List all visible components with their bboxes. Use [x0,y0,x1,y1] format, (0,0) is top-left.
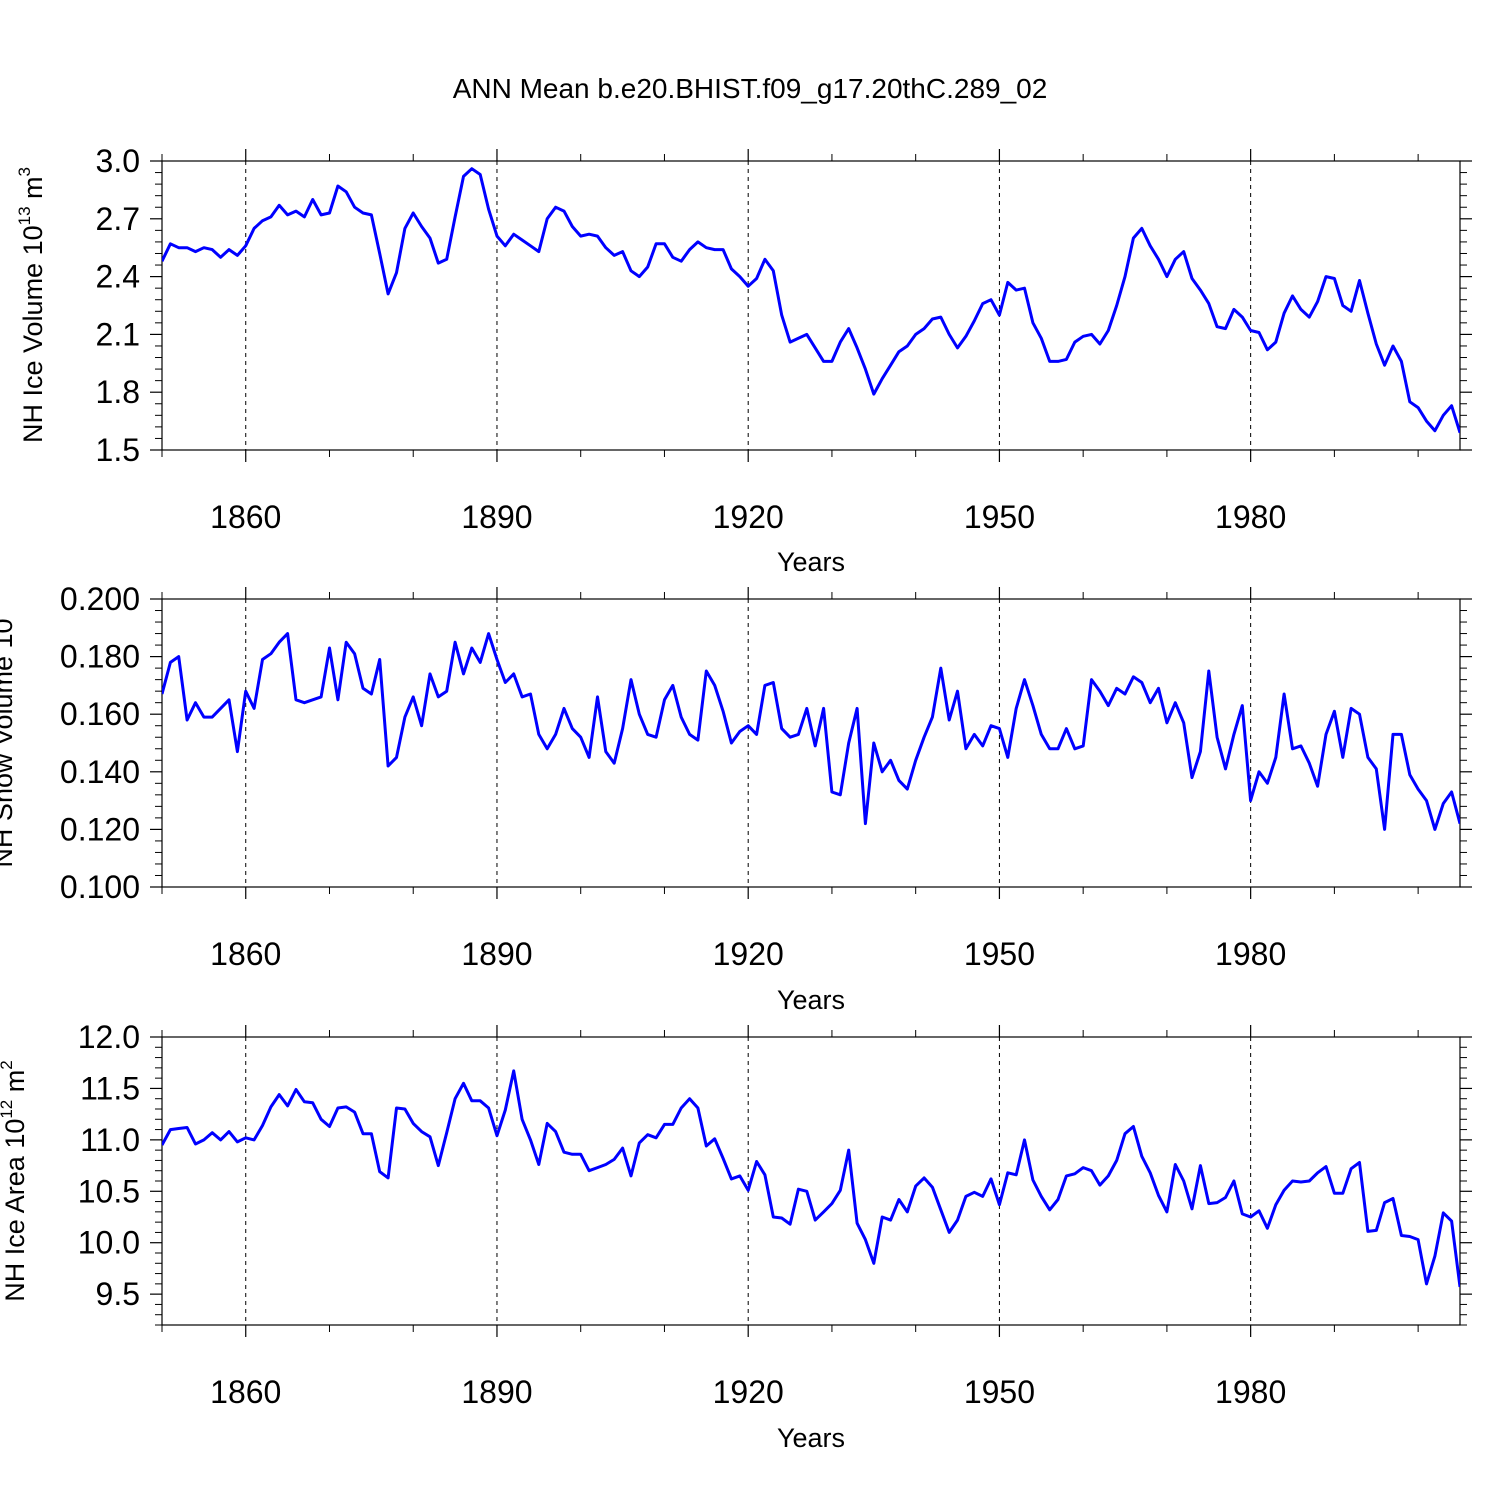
figure-title: ANN Mean b.e20.BHIST.f09_g17.20thC.289_0… [453,73,1048,104]
x-tick-label: 1890 [461,936,532,972]
y-axis-label: NH Ice Volume 1013 m3 [15,167,48,443]
x-tick-label: 1980 [1215,499,1286,535]
y-tick-label: 10.0 [78,1225,140,1261]
x-tick-label: 1860 [210,1374,281,1410]
y-axis-label: NH Snow Volume 10 [0,618,18,867]
y-axis-label-unit-exponent: 3 [15,167,34,176]
plot-frame [161,598,1461,888]
y-tick-label: 2.1 [96,316,140,352]
y-tick-label: 0.200 [60,581,140,617]
y-tick-label: 3.0 [96,143,140,179]
x-tick-label: 1860 [210,936,281,972]
x-axis-label: Years [777,1423,845,1453]
y-tick-label: 0.100 [60,869,140,905]
x-tick-label: 1950 [964,499,1035,535]
y-axis-label-unit: m [0,1070,30,1100]
x-tick-label: 1860 [210,499,281,535]
y-tick-label: 0.180 [60,639,140,675]
x-tick-label: 1950 [964,936,1035,972]
y-tick-label: 0.120 [60,811,140,847]
y-tick-label: 12.0 [78,1019,140,1055]
series-line [162,167,1460,434]
y-axis-label-unit-exponent: 2 [0,1060,16,1069]
y-tick-label: 2.7 [96,201,140,237]
y-tick-label: 2.4 [96,259,140,295]
y-tick-label: 0.140 [60,754,140,790]
x-axis-label: Years [777,547,845,577]
series-line [162,632,1460,831]
y-tick-label: 11.0 [80,1122,140,1158]
x-tick-label: 1890 [461,1374,532,1410]
y-tick-label: 9.5 [96,1276,140,1312]
x-tick-label: 1890 [461,499,532,535]
y-axis-label-base: NH Ice Area 10 [0,1119,30,1302]
x-tick-label: 1920 [713,936,784,972]
ice-volume-panel: 1860 1890 1920 1950 1980 Years 1.5 1.8 2.1 2.4 2.7… [15,143,1472,577]
plot-frame [161,160,1461,451]
x-tick-label: 1920 [713,499,784,535]
x-axis-label: Years [777,985,845,1015]
y-tick-label: 10.5 [78,1173,140,1209]
y-axis-label: NH Ice Area 1012 m2 [0,1060,30,1301]
y-axis-label-exponent: 13 [15,206,34,225]
x-tick-label: 1950 [964,1374,1035,1410]
plot-frame [161,1036,1461,1326]
x-tick-label: 1920 [713,1374,784,1410]
snow-volume-panel: 1860 1890 1920 1950 1980 Years 0.100 0.120 0.140… [0,581,1472,1015]
ice-area-panel: 1860 1890 1920 1950 1980 Years 9.5 10.0 10.5 11.0… [0,1019,1472,1453]
y-tick-label: 1.5 [96,432,140,468]
y-axis-label-unit: m [18,176,48,206]
y-axis-label-exponent: 12 [0,1100,16,1119]
x-tick-label: 1980 [1215,936,1286,972]
x-tick-label: 1980 [1215,1374,1286,1410]
y-tick-label: 0.160 [60,696,140,732]
y-tick-label: 11.5 [80,1070,140,1106]
y-tick-label: 1.8 [96,374,140,410]
series-line [162,1069,1460,1288]
y-axis-label-base: NH Ice Volume 10 [18,225,48,443]
